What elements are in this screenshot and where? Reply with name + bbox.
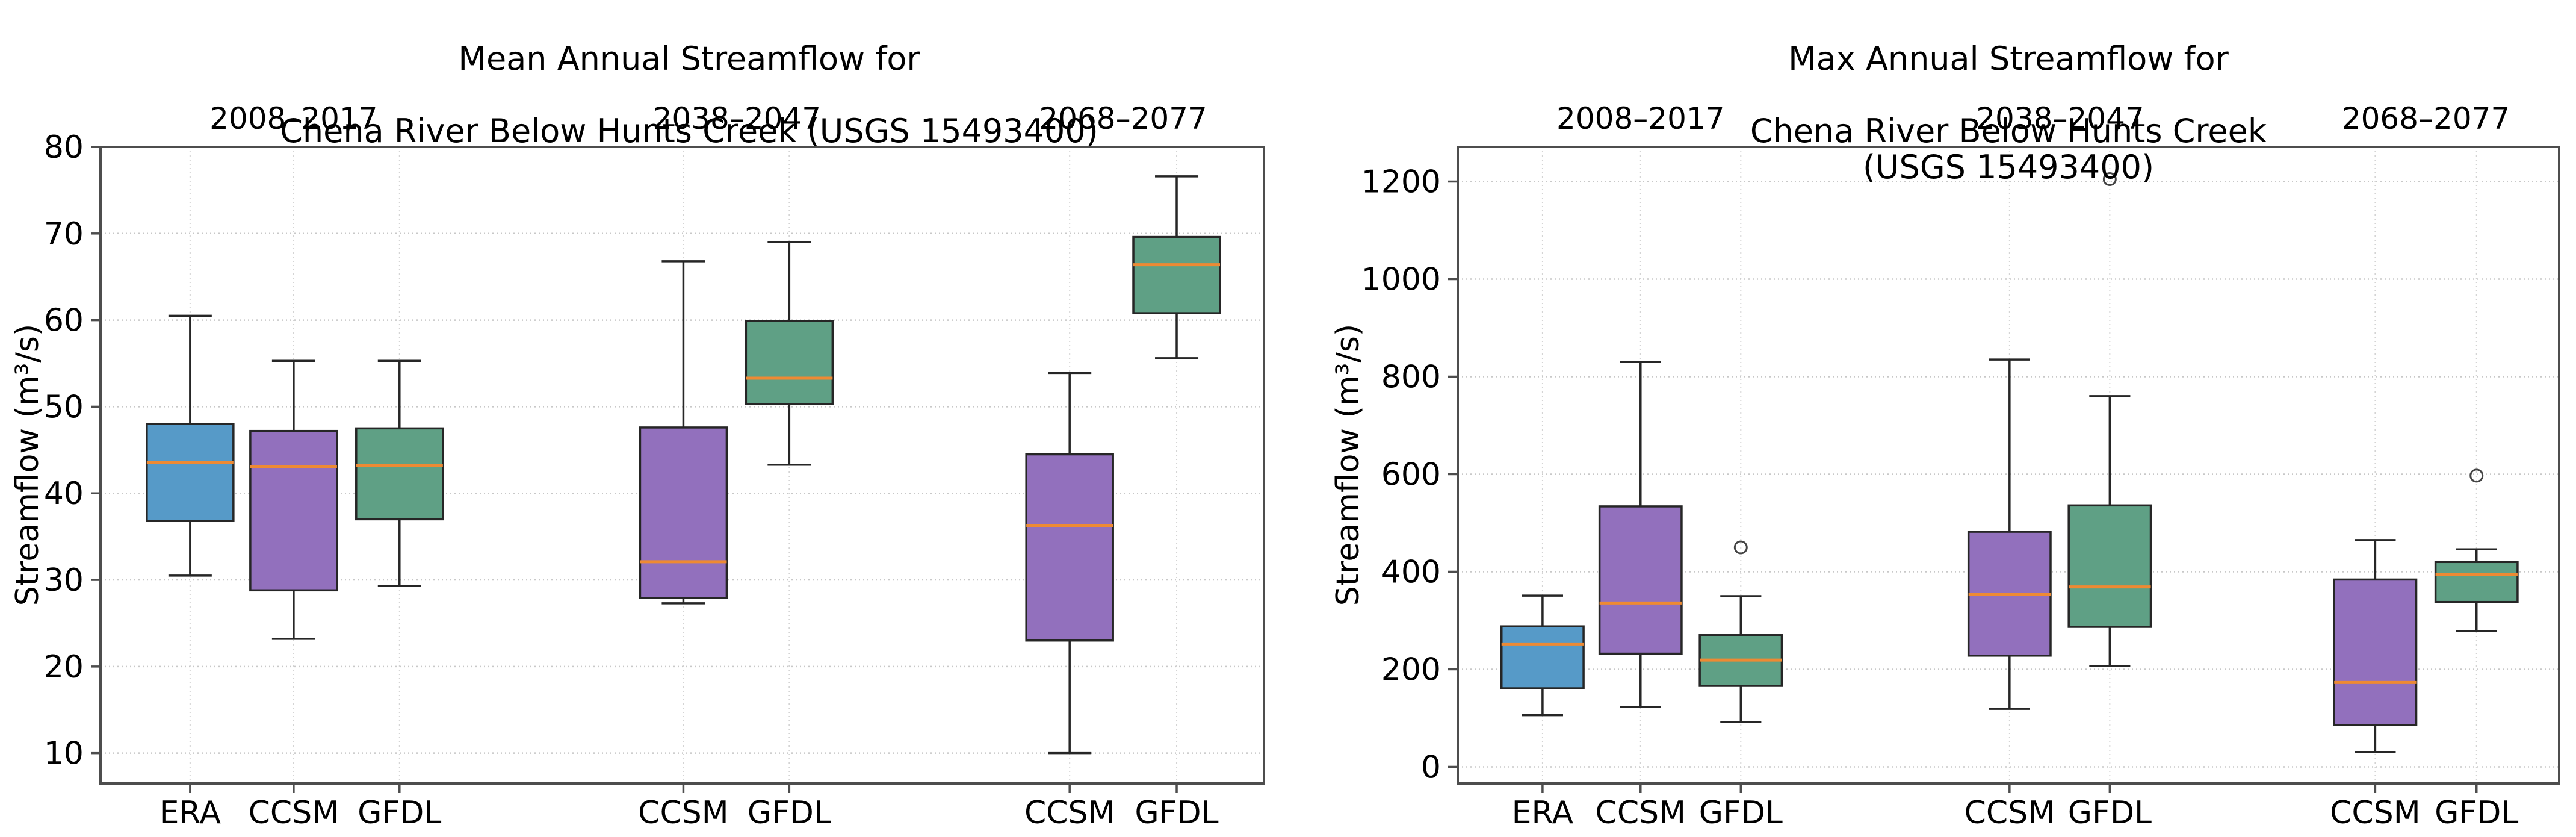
chart-title-mean-line1: Mean Annual Streamflow for — [458, 40, 920, 78]
chart-title-max: Max Annual Streamflow for Chena River Be… — [1725, 5, 2293, 222]
box-gfdl-2038-2047 — [745, 241, 834, 466]
y-tick-label: 1000 — [1361, 261, 1441, 297]
y-tick-label: 70 — [44, 216, 84, 252]
box-ccsm-2068-2077 — [2333, 539, 2418, 753]
iqr-box — [2434, 561, 2519, 603]
x-tick-label: CCSM — [1965, 795, 2055, 831]
iqr-box — [249, 429, 338, 592]
axis-frame — [99, 146, 1265, 785]
box-gfdl-2008-2017 — [1698, 540, 1783, 723]
iqr-box — [2067, 504, 2152, 628]
iqr-box — [639, 426, 728, 599]
group-label: 2068–2077 — [2342, 101, 2510, 136]
x-tick-label: ERA — [159, 795, 221, 831]
x-tick-label: CCSM — [2330, 795, 2421, 831]
y-tick-label: 80 — [44, 129, 84, 166]
box-era-2008-2017 — [146, 314, 235, 577]
box-ccsm-2008-2017 — [249, 359, 338, 640]
iqr-box — [355, 427, 444, 521]
chart-title-mean: Mean Annual Streamflow for Chena River B… — [280, 5, 1098, 185]
outlier-point — [1733, 540, 1748, 555]
group-label: 2008–2017 — [1556, 101, 1725, 136]
outlier-point — [2469, 468, 2484, 483]
y-tick-label: 50 — [44, 389, 84, 425]
y-tick-label: 10 — [44, 736, 84, 772]
x-tick-label: GFDL — [748, 795, 831, 831]
group-label: 2038–2047 — [1976, 101, 2144, 136]
iqr-box — [1025, 453, 1114, 642]
x-tick-label: CCSM — [638, 795, 729, 831]
chart-title-max-line1: Max Annual Streamflow for — [1788, 40, 2229, 78]
iqr-box — [745, 320, 834, 405]
iqr-box — [1132, 235, 1221, 314]
y-tick-label: 800 — [1381, 359, 1441, 395]
y-tick-label: 20 — [44, 649, 84, 685]
chart-title-max-line2: Chena River Below Hunts Creek (USGS 1549… — [1750, 112, 2267, 186]
iqr-box — [2333, 578, 2418, 726]
y-tick-label: 60 — [44, 303, 84, 339]
group-label: 2068–2077 — [1039, 101, 1207, 136]
box-ccsm-2038-2047 — [1967, 358, 2052, 710]
box-era-2008-2017 — [1500, 594, 1585, 717]
panel-max: 0 200 400 600 800 1000 1200 ERA CCSM GFDL CCSM GFDL… — [1361, 101, 2560, 831]
iqr-box — [1500, 625, 1585, 689]
box-ccsm-2068-2077 — [1025, 372, 1114, 755]
axis-frame — [1457, 146, 2560, 785]
y-tick-label: 40 — [44, 476, 84, 512]
y-tick-label: 0 — [1421, 749, 1441, 785]
x-tick-label: GFDL — [358, 795, 441, 831]
box-gfdl-2038-2047 — [2067, 172, 2152, 667]
y-tick-label: 1200 — [1361, 164, 1441, 201]
chart-title-mean-line2: Chena River Below Hunts Creek (USGS 1549… — [280, 112, 1098, 150]
box-ccsm-2038-2047 — [639, 260, 728, 605]
x-tick-label: ERA — [1512, 795, 1574, 831]
group-label: 2008–2017 — [209, 101, 378, 136]
iqr-box — [1598, 505, 1683, 655]
box-ccsm-2008-2017 — [1598, 361, 1683, 708]
x-tick-label: CCSM — [1024, 795, 1115, 831]
box-gfdl-2008-2017 — [355, 359, 444, 587]
x-tick-label: GFDL — [1699, 795, 1783, 831]
x-tick-label: GFDL — [2068, 795, 2152, 831]
y-tick-label: 30 — [44, 562, 84, 599]
x-tick-label: CCSM — [249, 795, 339, 831]
x-tick-label: CCSM — [1596, 795, 1686, 831]
box-gfdl-2068-2077 — [1132, 175, 1221, 359]
y-tick-label: 400 — [1381, 554, 1441, 590]
y-axis-label-max: Streamflow (m³/s) — [1330, 323, 1366, 606]
outlier-point — [2102, 172, 2117, 186]
panel-mean: 10 20 30 40 50 60 70 80 ERA CCSM GFDL CCSM GFDL CCSM G… — [44, 101, 1265, 831]
y-tick-label: 200 — [1381, 652, 1441, 688]
iqr-box — [146, 423, 235, 523]
y-axis-label-mean: Streamflow (m³/s) — [10, 323, 46, 606]
box-gfdl-2068-2077 — [2434, 468, 2519, 633]
y-tick-label: 600 — [1381, 456, 1441, 493]
x-tick-label: GFDL — [1135, 795, 1218, 831]
x-tick-label: GFDL — [2435, 795, 2518, 831]
group-label: 2038–2047 — [653, 101, 822, 136]
